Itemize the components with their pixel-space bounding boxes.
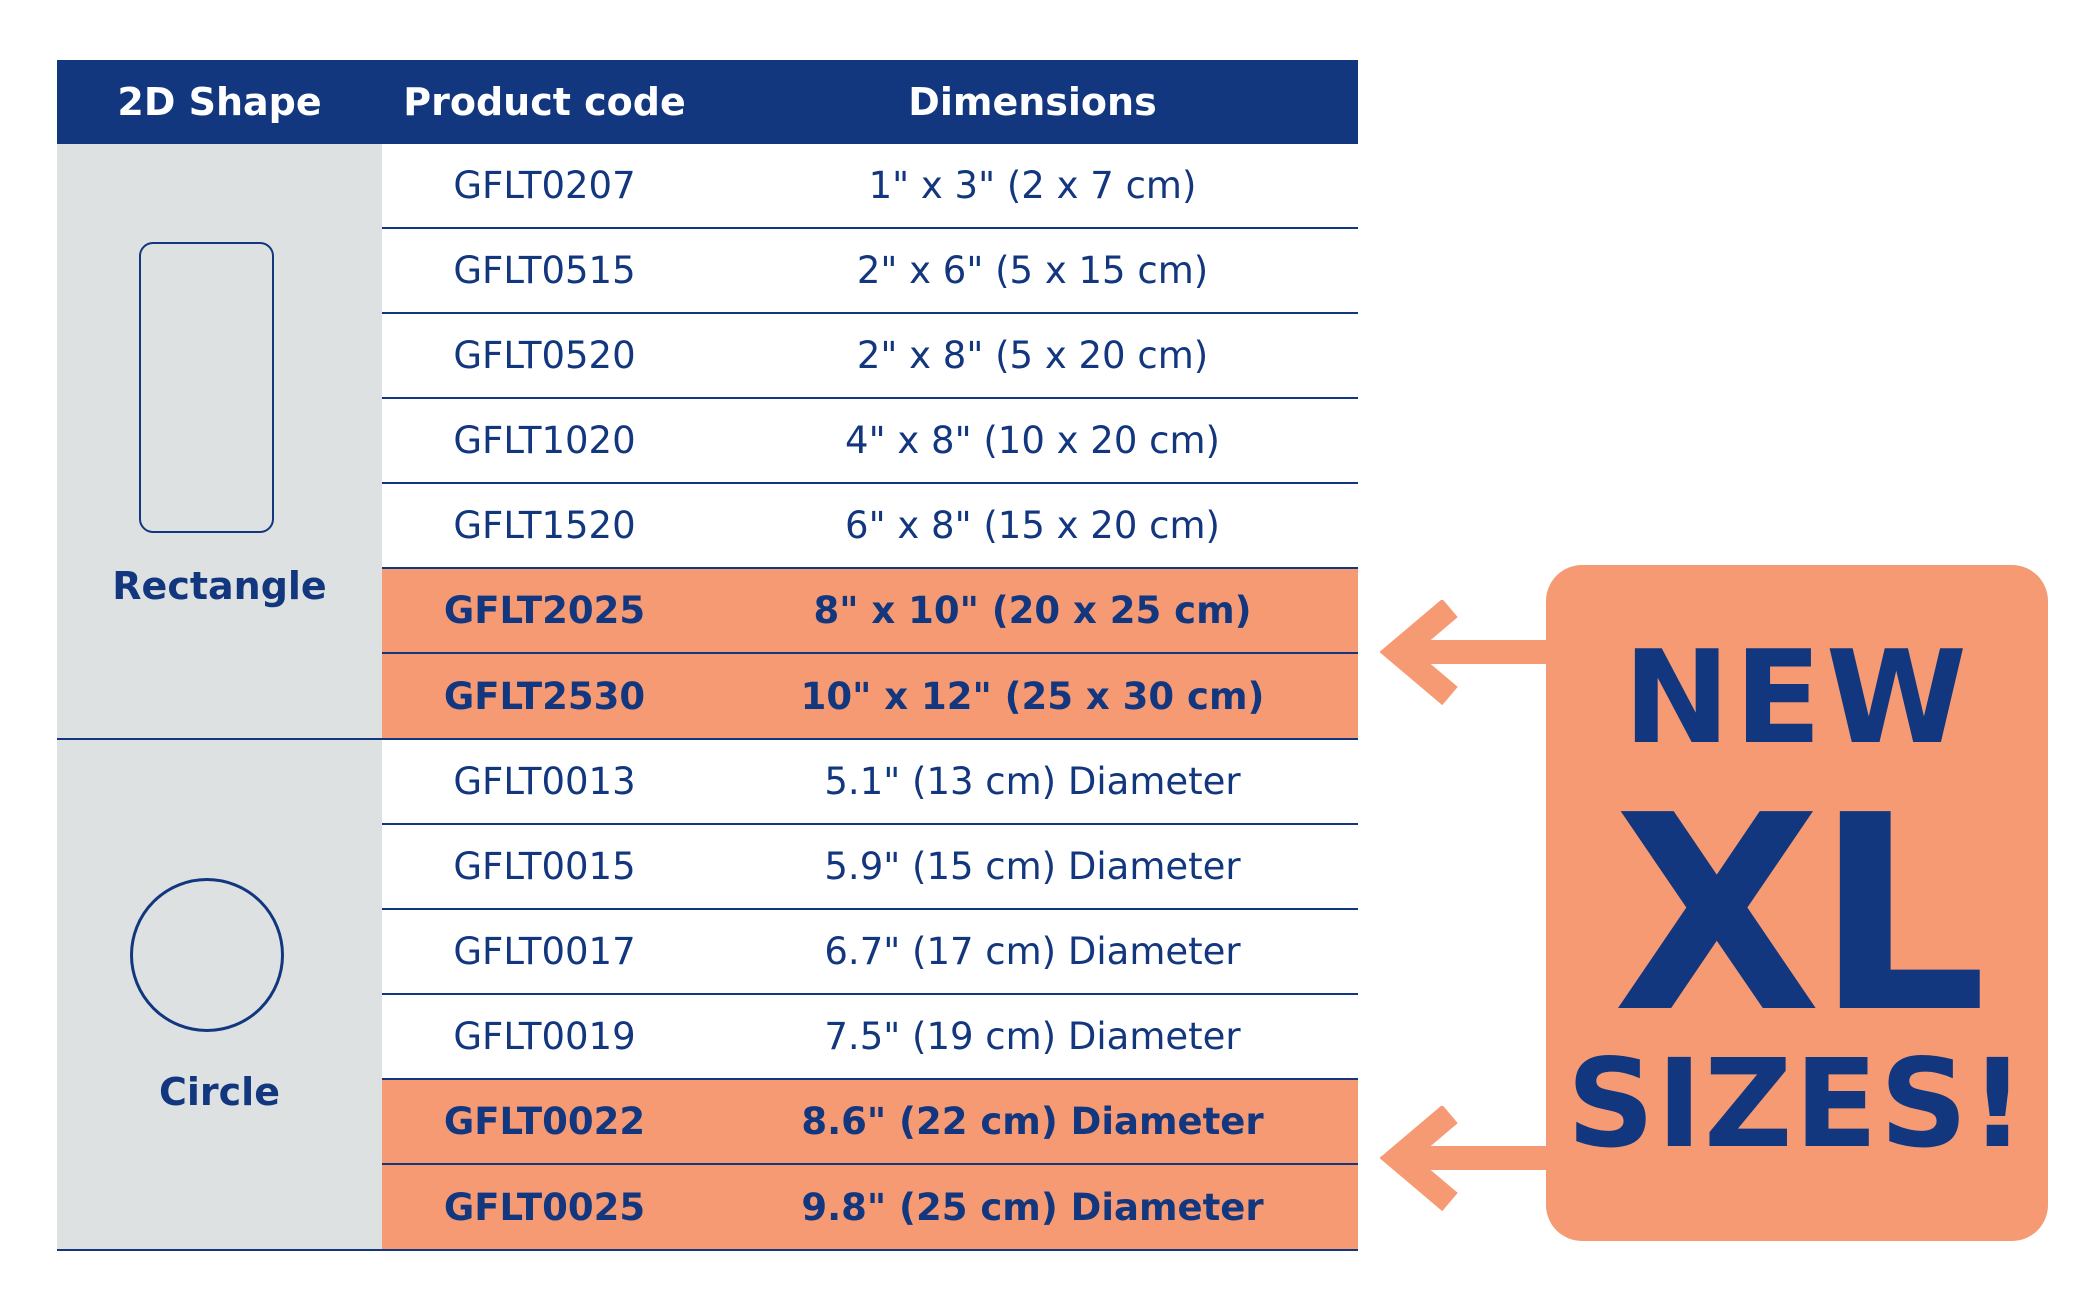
callout-xl: XL (1612, 757, 1987, 1072)
rectangle-group: Rectangle GFLT0207 1" x 3" (2 x 7 cm) GF… (57, 144, 1358, 740)
dimensions: 7.5" (19 cm) Diameter (824, 1015, 1241, 1058)
product-code: GFLT2025 (443, 589, 646, 632)
new-xl-sizes-callout: NEW XL SIZES! (1546, 565, 2048, 1241)
table-row-new-size: GFLT2025 8" x 10" (20 x 25 cm) (382, 569, 1358, 654)
table-row: GFLT1020 4" x 8" (10 x 20 cm) (382, 399, 1358, 484)
rectangle-label: Rectangle (112, 564, 327, 608)
dimensions: 8.6" (22 cm) Diameter (801, 1100, 1264, 1143)
product-code: GFLT1020 (453, 419, 636, 462)
dimensions: 5.1" (13 cm) Diameter (824, 760, 1241, 803)
dimensions: 10" x 12" (25 x 30 cm) (800, 674, 1265, 718)
table-row: GFLT0019 7.5" (19 cm) Diameter (382, 995, 1358, 1080)
table-row: GFLT0015 5.9" (15 cm) Diameter (382, 825, 1358, 910)
table-row-new-size: GFLT2530 10" x 12" (25 x 30 cm) (382, 654, 1358, 738)
table-row: GFLT0017 6.7" (17 cm) Diameter (382, 910, 1358, 995)
product-code: GFLT0515 (453, 249, 636, 292)
arrow-left-icon (1380, 600, 1560, 705)
table-row: GFLT0207 1" x 3" (2 x 7 cm) (382, 144, 1358, 229)
product-size-table: 2D Shape Product code Dimensions Rectang… (57, 60, 1358, 1251)
dimensions: 4" x 8" (10 x 20 cm) (845, 419, 1220, 462)
rectangle-icon (139, 242, 274, 533)
table-row: GFLT0515 2" x 6" (5 x 15 cm) (382, 229, 1358, 314)
header-dimensions: Dimensions (908, 80, 1157, 124)
table-row-new-size: GFLT0025 9.8" (25 cm) Diameter (382, 1165, 1358, 1249)
dimensions: 6.7" (17 cm) Diameter (824, 930, 1241, 973)
product-code: GFLT0015 (453, 845, 636, 888)
circle-shape-cell: Circle (57, 740, 382, 1249)
product-code: GFLT0013 (453, 760, 636, 803)
table-header: 2D Shape Product code Dimensions (57, 60, 1358, 144)
dimensions: 8" x 10" (20 x 25 cm) (813, 589, 1252, 632)
dimensions: 1" x 3" (2 x 7 cm) (868, 164, 1197, 207)
dimensions: 2" x 6" (5 x 15 cm) (856, 249, 1209, 292)
product-code: GFLT1520 (453, 504, 636, 547)
table-row-new-size: GFLT0022 8.6" (22 cm) Diameter (382, 1080, 1358, 1165)
dimensions: 6" x 8" (15 x 20 cm) (845, 504, 1220, 547)
arrow-left-icon (1380, 1106, 1560, 1211)
callout-sizes: SIZES! (1566, 1033, 2028, 1175)
dimensions: 5.9" (15 cm) Diameter (824, 845, 1241, 888)
table-row: GFLT0013 5.1" (13 cm) Diameter (382, 740, 1358, 825)
product-code: GFLT0025 (443, 1185, 646, 1229)
product-code: GFLT0520 (453, 334, 636, 377)
callout-new: NEW (1623, 624, 1971, 773)
header-product-code: Product code (403, 80, 686, 124)
product-code: GFLT0019 (453, 1015, 636, 1058)
header-2d-shape: 2D Shape (117, 80, 322, 124)
product-code: GFLT0207 (453, 164, 636, 207)
product-code: GFLT0022 (443, 1100, 646, 1143)
product-code: GFLT0017 (453, 930, 636, 973)
rectangle-shape-cell: Rectangle (57, 144, 382, 738)
table-row: GFLT1520 6" x 8" (15 x 20 cm) (382, 484, 1358, 569)
table-row: GFLT0520 2" x 8" (5 x 20 cm) (382, 314, 1358, 399)
product-code: GFLT2530 (443, 674, 646, 718)
dimensions: 9.8" (25 cm) Diameter (801, 1185, 1264, 1229)
circle-label: Circle (159, 1070, 280, 1114)
dimensions: 2" x 8" (5 x 20 cm) (856, 334, 1209, 377)
circle-icon (130, 878, 284, 1032)
circle-group: Circle GFLT0013 5.1" (13 cm) Diameter GF… (57, 740, 1358, 1251)
